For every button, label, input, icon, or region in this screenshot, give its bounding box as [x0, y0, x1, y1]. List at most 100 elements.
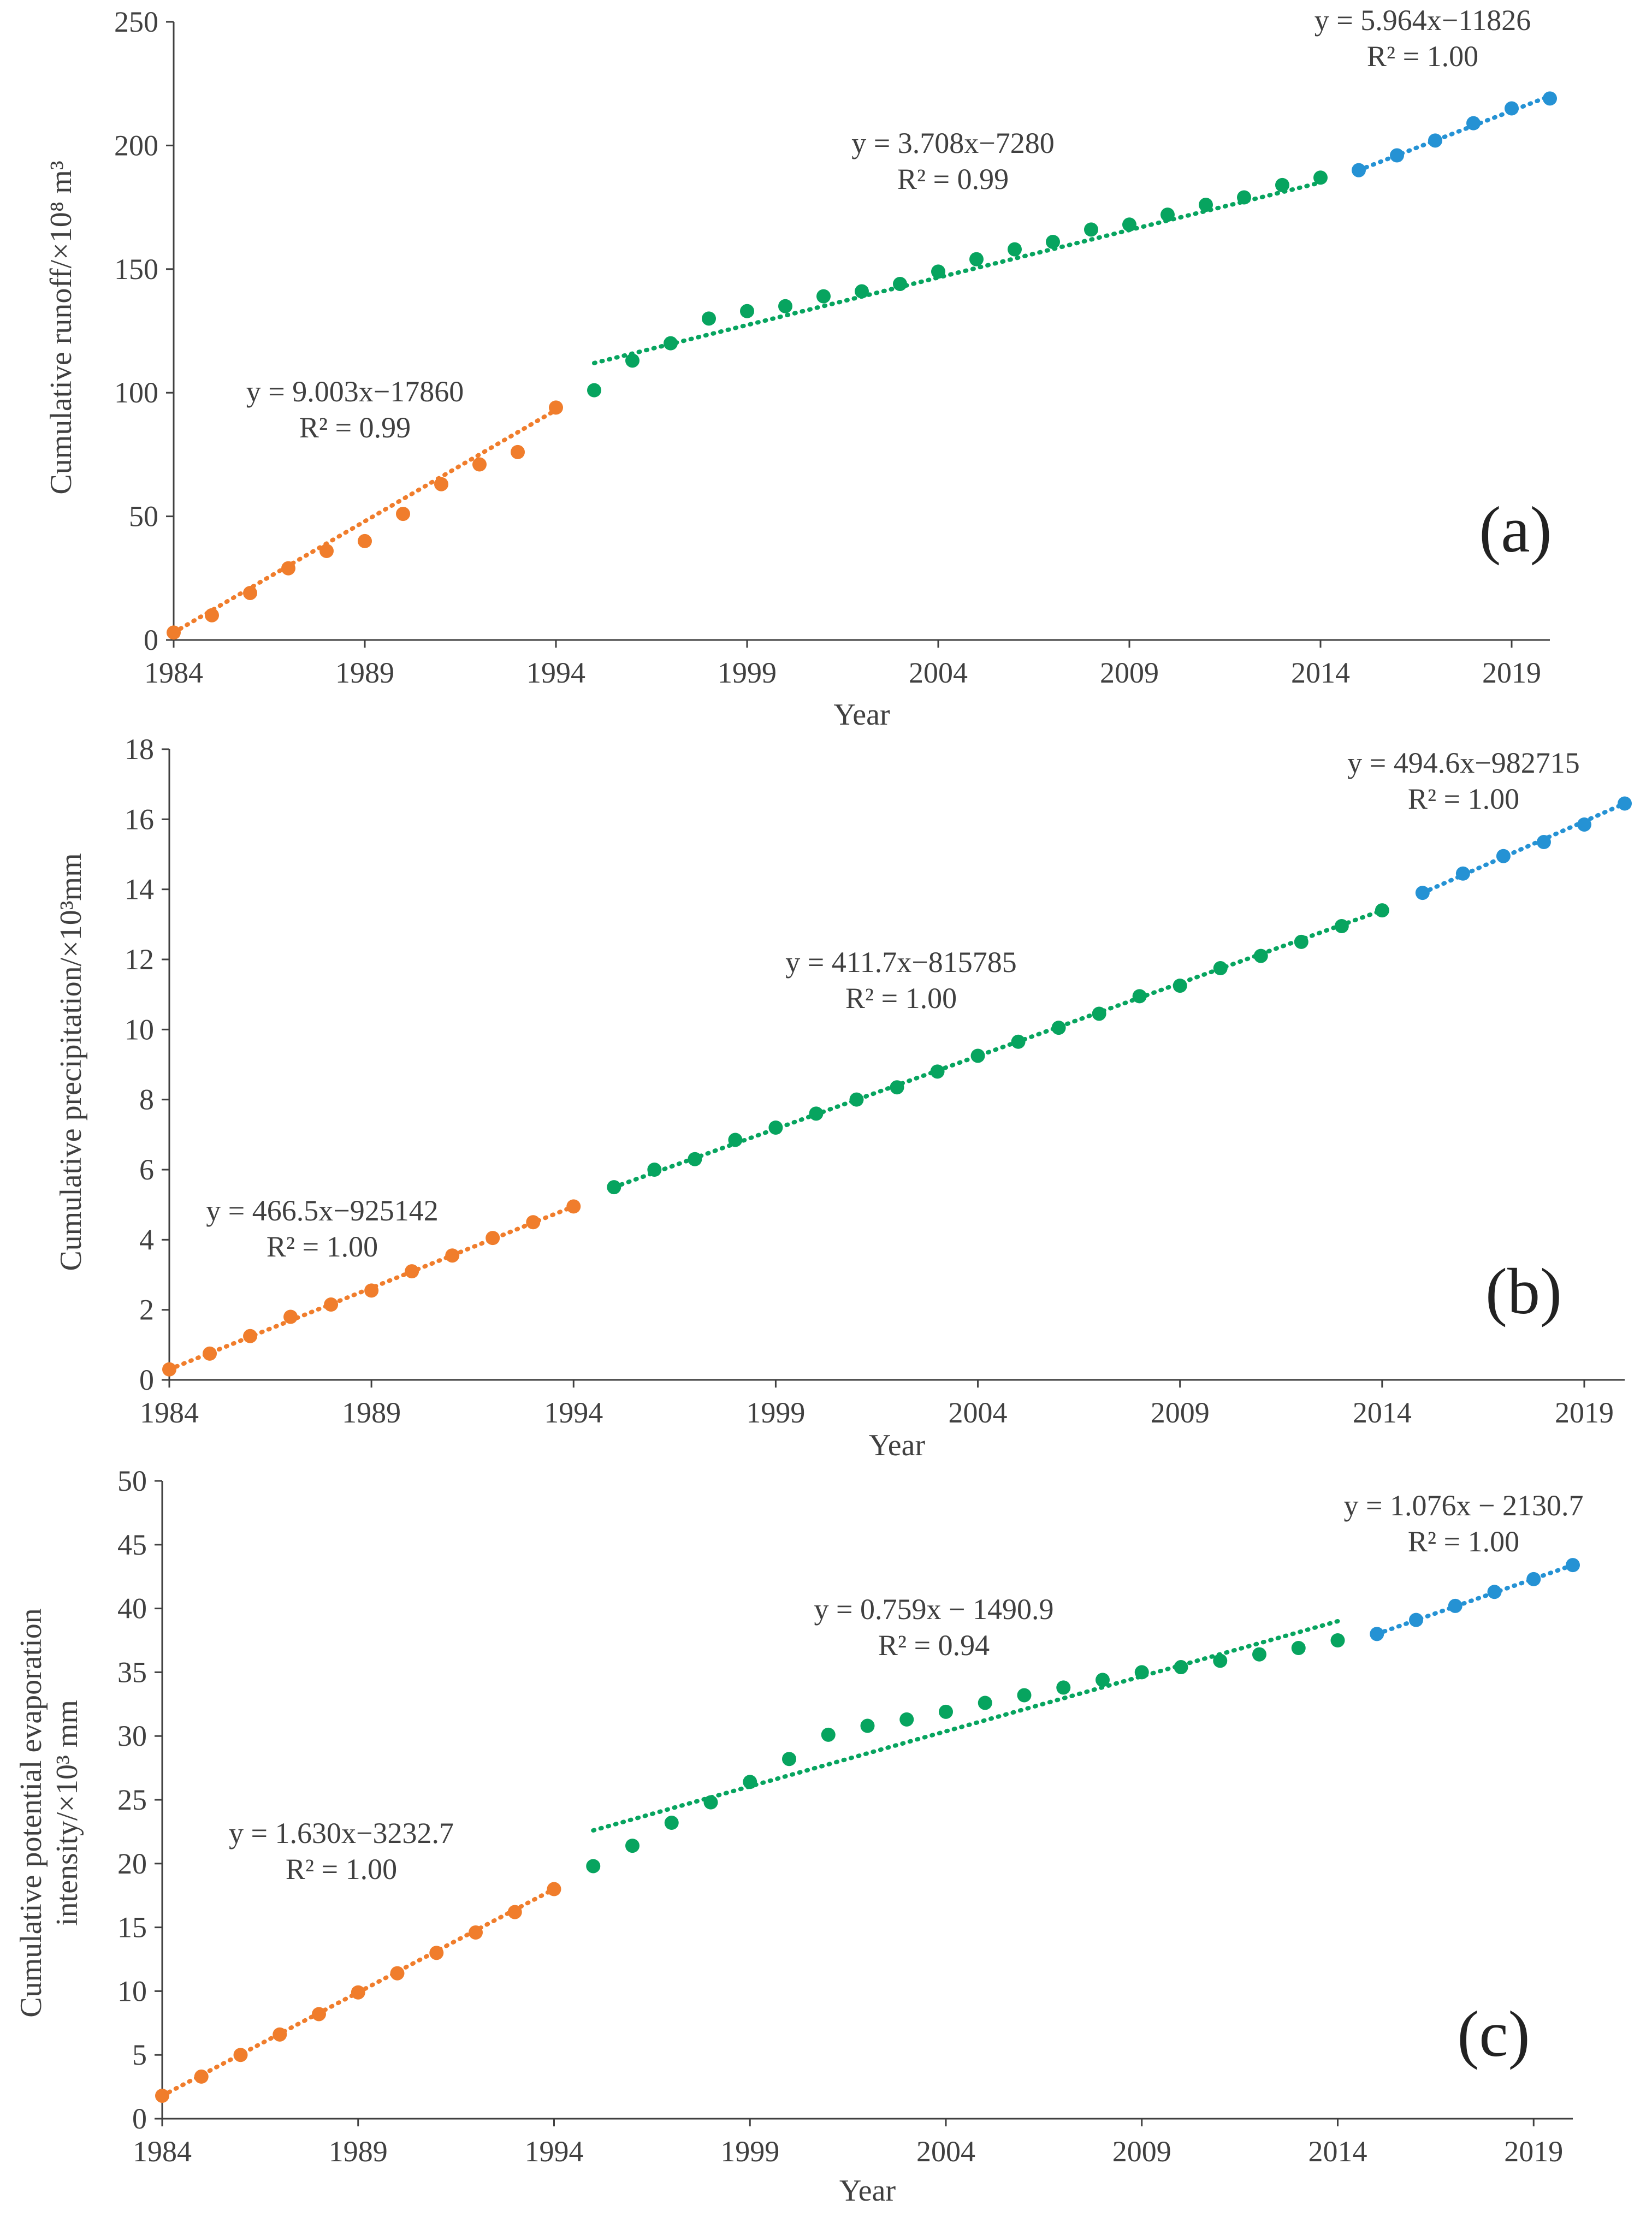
data-point-mid-1995-2014: [821, 1727, 836, 1742]
data-point-pre-1994: [203, 1346, 217, 1361]
y-tick-label: 40: [117, 1592, 147, 1625]
data-point-mid-1995-2014: [647, 1163, 662, 1177]
r2-label-mid-1995-2014: R² = 0.99: [897, 163, 1009, 195]
y-tick-label: 0: [132, 2102, 147, 2135]
data-point-pre-1994: [167, 625, 181, 640]
data-point-pre-1994: [281, 561, 295, 576]
equation-label-post-2015: y = 494.6x−982715: [1347, 746, 1579, 779]
data-point-post-2015: [1466, 116, 1481, 131]
data-point-pre-1994: [396, 507, 410, 521]
x-tick-label: 2009: [1100, 656, 1159, 689]
data-point-mid-1995-2014: [849, 1092, 864, 1107]
equation-label-pre-1994: y = 1.630x−3232.7: [229, 1817, 454, 1849]
y-tick-label: 25: [117, 1783, 147, 1816]
y-axis-title: Cumulative potential evaporationintensit…: [14, 1608, 84, 2018]
data-point-mid-1995-2014: [1275, 177, 1289, 192]
data-point-mid-1995-2014: [768, 1121, 783, 1135]
data-point-post-2015: [1577, 817, 1591, 832]
data-point-mid-1995-2014: [1174, 1660, 1188, 1675]
data-point-pre-1994: [390, 1966, 405, 1981]
r2-label-mid-1995-2014: R² = 0.94: [878, 1629, 990, 1662]
y-tick-label: 14: [125, 873, 154, 906]
data-point-mid-1995-2014: [740, 304, 754, 318]
r2-label-post-2015: R² = 1.00: [1367, 40, 1478, 73]
y-axis-title: Cumulative runoff/×10⁸ m³: [44, 161, 78, 494]
data-point-mid-1995-2014: [969, 252, 984, 266]
data-point-post-2015: [1526, 1572, 1541, 1586]
data-point-pre-1994: [194, 2069, 209, 2084]
data-point-pre-1994: [319, 543, 334, 558]
data-point-mid-1995-2014: [931, 264, 945, 279]
r2-label-post-2015: R² = 1.00: [1408, 1525, 1519, 1558]
x-tick-label: 2014: [1291, 656, 1350, 689]
x-tick-label: 2019: [1504, 2135, 1563, 2168]
y-tick-label: 50: [117, 1465, 147, 1497]
y-tick-label: 200: [114, 129, 158, 162]
y-axis-title-line: intensity/×10³ mm: [50, 1700, 84, 1926]
data-point-post-2015: [1352, 163, 1366, 177]
trendline-pre-1994: [171, 407, 558, 635]
x-tick-label: 2009: [1151, 1396, 1210, 1429]
y-tick-label: 35: [117, 1656, 147, 1688]
data-point-mid-1995-2014: [587, 383, 601, 398]
data-point-mid-1995-2014: [1294, 934, 1308, 949]
data-point-pre-1994: [429, 1946, 444, 1960]
data-point-pre-1994: [434, 477, 448, 491]
r2-label-pre-1994: R² = 1.00: [286, 1853, 397, 1886]
y-tick-label: 15: [117, 1911, 147, 1944]
data-point-mid-1995-2014: [930, 1064, 945, 1079]
data-point-mid-1995-2014: [809, 1106, 824, 1121]
data-point-mid-1995-2014: [1046, 234, 1060, 249]
data-point-mid-1995-2014: [1017, 1688, 1032, 1703]
data-point-post-2015: [1543, 91, 1557, 106]
data-point-pre-1994: [445, 1248, 460, 1263]
y-axis-title-line: Cumulative potential evaporation: [14, 1608, 48, 2018]
data-point-mid-1995-2014: [703, 1795, 718, 1810]
data-point-post-2015: [1390, 148, 1404, 163]
data-point-pre-1994: [507, 1905, 522, 1919]
data-point-mid-1995-2014: [1122, 217, 1136, 232]
data-point-mid-1995-2014: [1199, 198, 1213, 212]
x-tick-label: 1999: [718, 656, 777, 689]
panel-tag-label: (b): [1485, 1255, 1562, 1327]
panel-a-runoff-chart: 0 50 100 150 200 250 1984 1989 1994 1999 2004 2009 2…: [44, 4, 1557, 732]
data-point-pre-1994: [243, 585, 257, 600]
data-point-mid-1995-2014: [1291, 1641, 1306, 1656]
data-point-mid-1995-2014: [664, 1816, 679, 1830]
y-tick-label: 16: [125, 803, 154, 835]
data-point-post-2015: [1496, 849, 1511, 863]
data-point-mid-1995-2014: [1330, 1633, 1345, 1647]
data-point-post-2015: [1505, 101, 1519, 116]
data-point-mid-1995-2014: [1375, 903, 1389, 918]
x-tick-label: 1999: [746, 1396, 805, 1429]
data-point-pre-1994: [405, 1264, 419, 1279]
data-point-mid-1995-2014: [664, 336, 678, 351]
y-tick-label: 18: [125, 733, 154, 766]
data-point-post-2015: [1448, 1598, 1462, 1613]
data-point-mid-1995-2014: [1084, 222, 1098, 237]
y-tick-label: 45: [117, 1528, 147, 1561]
x-tick-label: 1989: [342, 1396, 401, 1429]
x-tick-label: 1999: [720, 2135, 779, 2168]
trendline-post-2015: [1357, 93, 1552, 173]
data-point-mid-1995-2014: [728, 1133, 743, 1147]
data-point-mid-1995-2014: [586, 1859, 601, 1874]
data-point-mid-1995-2014: [688, 1152, 702, 1166]
data-point-mid-1995-2014: [625, 1839, 640, 1853]
trendline-mid-1995-2014: [591, 1619, 1340, 1833]
data-point-mid-1995-2014: [899, 1712, 914, 1727]
data-point-pre-1994: [364, 1283, 379, 1298]
data-point-mid-1995-2014: [1334, 919, 1349, 934]
data-point-pre-1994: [243, 1329, 258, 1343]
data-point-mid-1995-2014: [1252, 1647, 1266, 1662]
y-axis-title: Cumulative precipitation/×10³mm: [54, 853, 88, 1271]
data-point-mid-1995-2014: [1132, 989, 1147, 1004]
data-point-post-2015: [1428, 133, 1442, 148]
data-point-mid-1995-2014: [970, 1048, 985, 1063]
y-tick-label: 100: [114, 376, 158, 409]
data-point-mid-1995-2014: [1134, 1665, 1149, 1680]
y-tick-label: 250: [114, 5, 158, 38]
data-point-post-2015: [1618, 796, 1632, 811]
y-tick-label: 30: [117, 1720, 147, 1752]
y-tick-label: 2: [139, 1294, 154, 1326]
